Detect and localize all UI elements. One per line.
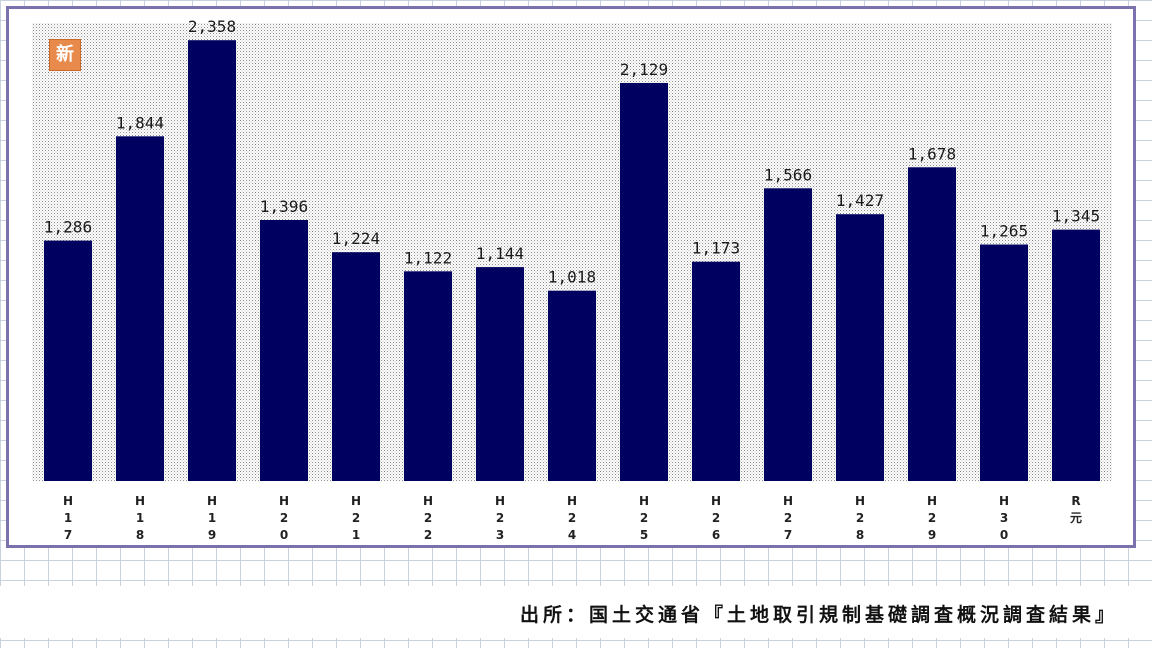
- value-label-H17: 1,286: [44, 218, 92, 237]
- bar-H26: [692, 261, 740, 481]
- value-label-H29: 1,678: [908, 144, 956, 163]
- value-label-H30: 1,265: [980, 222, 1028, 241]
- new-badge: 新: [49, 39, 81, 71]
- value-label-R元: 1,345: [1052, 207, 1100, 226]
- bar-H20: [260, 220, 308, 481]
- source-bar: 出所：国土交通省『土地取引規制基礎調査概況調査結果』: [0, 586, 1152, 638]
- value-label-H21: 1,224: [332, 229, 380, 248]
- value-label-H28: 1,427: [836, 191, 884, 210]
- bar-chart: 1,286 1,844 2,358 1,396 1,224 1,122 1,144 1,018…: [32, 17, 1112, 542]
- source-caption: 出所：国土交通省『土地取引規制基礎調査概況調査結果』: [519, 604, 1118, 626]
- bar-H30: [980, 244, 1028, 481]
- bar-H22: [404, 271, 452, 481]
- value-label-H26: 1,173: [692, 239, 740, 258]
- bar-H18: [116, 136, 164, 482]
- bar-H28: [836, 214, 884, 481]
- value-label-H25: 2,129: [620, 60, 668, 79]
- bar-H23: [476, 267, 524, 481]
- chart-frame: 1,286 1,844 2,358 1,396 1,224 1,122 1,144 1,018…: [6, 6, 1136, 548]
- value-label-H23: 1,144: [476, 244, 524, 263]
- value-label-H22: 1,122: [404, 248, 452, 267]
- bar-H27: [764, 188, 812, 482]
- value-label-H20: 1,396: [260, 197, 308, 216]
- value-label-H27: 1,566: [764, 165, 812, 184]
- bar-H25: [620, 83, 668, 481]
- bar-H17: [44, 240, 92, 481]
- bar-H19: [188, 40, 236, 481]
- bar-H29: [908, 167, 956, 482]
- value-label-H18: 1,844: [116, 113, 164, 132]
- value-label-H24: 1,018: [548, 268, 596, 287]
- bar-H24: [548, 290, 596, 481]
- bar-R元: [1052, 229, 1100, 481]
- bar-H21: [332, 252, 380, 481]
- value-label-H19: 2,358: [188, 17, 236, 36]
